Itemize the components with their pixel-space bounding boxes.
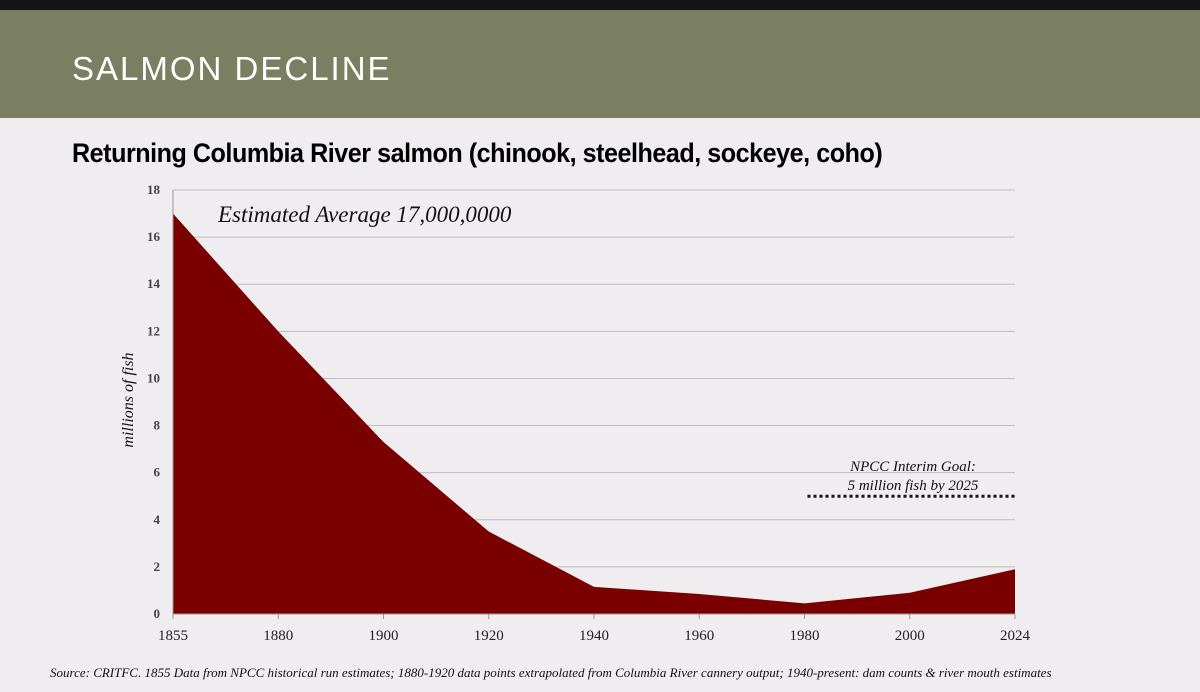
npcc-goal-annotation-line2: 5 million fish by 2025 (848, 478, 979, 494)
x-tick-label: 1900 (369, 628, 399, 644)
x-tick-label: 1855 (158, 628, 188, 644)
source-note: Source: CRITFC. 1855 Data from NPCC hist… (50, 665, 1052, 680)
x-tick-label: 1880 (263, 628, 293, 644)
y-tick-label: 0 (154, 606, 161, 621)
x-tick-label: 2000 (895, 628, 925, 644)
y-tick-label: 4 (154, 512, 161, 527)
y-axis-label: millions of fish (120, 352, 137, 447)
x-tick-label: 1920 (474, 628, 504, 644)
y-tick-label: 2 (154, 559, 161, 574)
x-tick-label: 1940 (579, 628, 609, 644)
y-tick-labels: 0 2 4 6 8 10 12 14 16 18 (147, 182, 161, 621)
y-tick-label: 8 (154, 418, 161, 433)
estimated-average-annotation: Estimated Average 17,000,0000 (217, 202, 512, 227)
salmon-area (173, 213, 1015, 615)
area-series (173, 213, 1015, 615)
x-tick-label: 1960 (684, 628, 714, 644)
y-tick-label: 18 (147, 182, 161, 197)
y-tick-label: 14 (147, 276, 161, 291)
npcc-goal-annotation-line1: NPCC Interim Goal: (849, 459, 976, 475)
chart-title: Returning Columbia River salmon (chinook… (72, 138, 883, 168)
slide-title: SALMON DECLINE (72, 50, 392, 87)
y-tick-label: 12 (147, 323, 160, 338)
slide-header: SALMON DECLINE (0, 10, 1200, 118)
y-tick-label: 6 (154, 465, 161, 480)
y-tick-label: 10 (147, 370, 160, 385)
x-tick-label: 1980 (790, 628, 820, 644)
top-border (0, 0, 1200, 10)
x-tick-labels: 1855 1880 1900 1920 1940 1960 1980 2000 2024 (158, 614, 1031, 644)
x-tick-label: 2024 (1000, 628, 1031, 644)
y-tick-label: 16 (147, 229, 161, 244)
